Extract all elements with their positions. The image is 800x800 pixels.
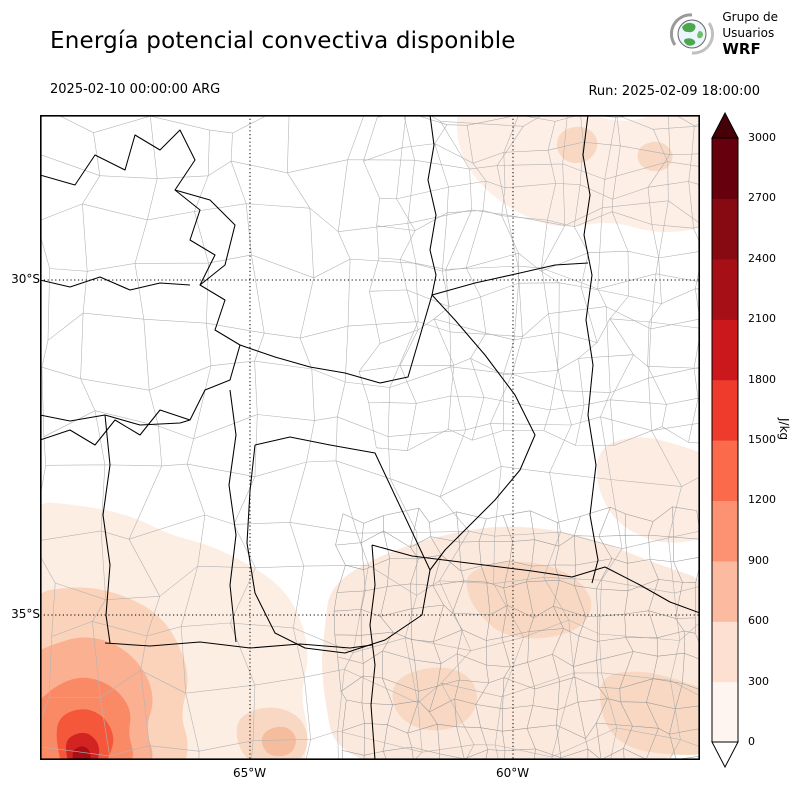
run-time-label: Run: 2025-02-09 18:00:00	[588, 84, 760, 99]
colorbar-tick-label: 900	[748, 553, 769, 567]
colorbar	[711, 112, 739, 768]
colorbar-tick-label: 300	[748, 674, 769, 688]
logo-wrf-label: WRF	[722, 40, 761, 59]
wrf-logo-text: Grupo de Usuarios WRF	[722, 10, 778, 58]
colorbar-tick-label: 2100	[748, 312, 776, 326]
lon-tick-label: 65°W	[233, 766, 267, 780]
cape-map-plot	[40, 115, 700, 760]
colorbar-tick-label: 2700	[748, 191, 776, 205]
lat-tick-label: 30°S	[11, 272, 40, 286]
logo-line2: Usuarios	[722, 25, 775, 40]
wrf-users-group-logo: Grupo de Usuarios WRF	[669, 10, 778, 58]
colorbar-tick-label: 2400	[748, 251, 776, 265]
colorbar-tick-label: 0	[748, 735, 755, 748]
colorbar-tick-label: 1500	[748, 433, 776, 446]
lon-tick-label: 60°W	[496, 766, 530, 780]
wrf-logo-globe-icon	[670, 13, 715, 55]
logo-line1: Grupo de	[722, 10, 778, 24]
colorbar-tick-label: 600	[748, 614, 769, 628]
lat-tick-label: 35°S	[11, 607, 40, 621]
page-title: Energía potencial convectiva disponible	[50, 28, 516, 54]
colorbar-unit-label: J/kg	[777, 418, 791, 441]
colorbar-tick-label: 1200	[748, 493, 776, 507]
colorbar-tick-label: 3000	[748, 131, 776, 144]
valid-time-label: 2025-02-10 00:00:00 ARG	[50, 82, 221, 97]
colorbar-tick-label: 1800	[748, 372, 776, 386]
